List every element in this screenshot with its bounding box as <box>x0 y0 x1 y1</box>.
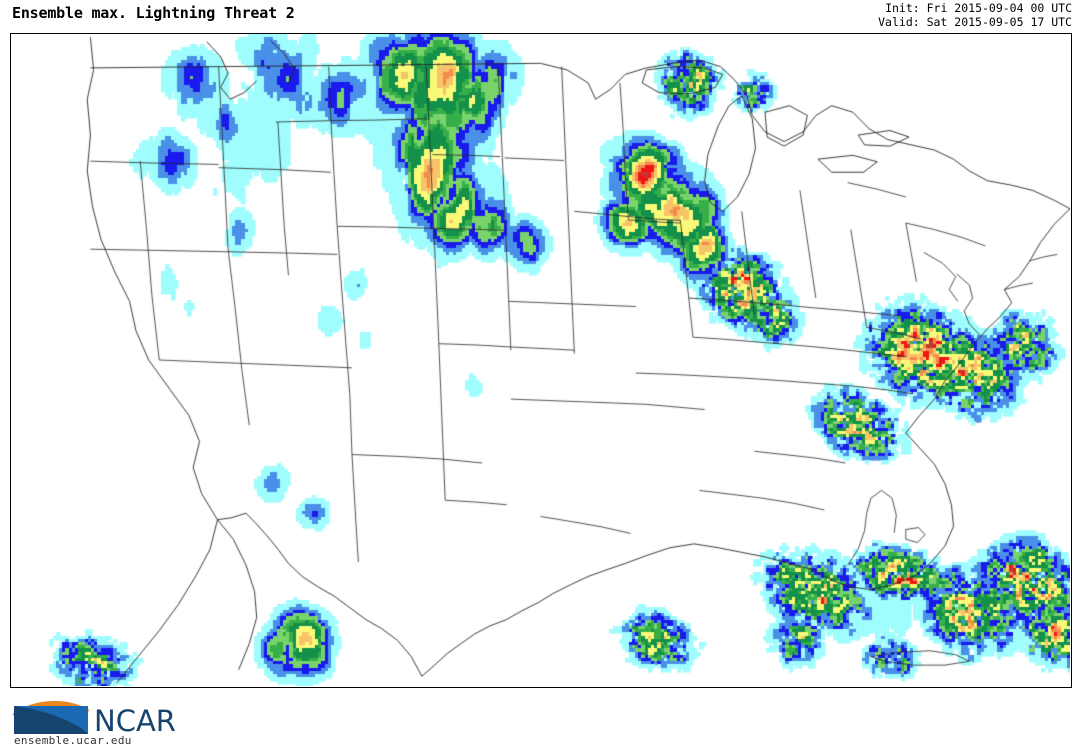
logo-wordmark: NCAR <box>94 704 176 738</box>
forecast-timestamps: Init: Fri 2015-09-04 00 UTC Valid: Sat 2… <box>878 1 1072 29</box>
map-plot-area <box>10 33 1072 688</box>
init-time-label: Init: Fri 2015-09-04 00 UTC <box>885 1 1072 15</box>
logo-url-label: ensemble.ucar.edu <box>14 734 132 747</box>
lightning-threat-raster <box>11 34 1070 686</box>
page-title: Ensemble max. Lightning Threat 2 <box>12 4 295 22</box>
logo-blue-shade <box>14 706 88 734</box>
ncar-logo: NCAR <box>12 701 176 738</box>
legend-bar: NCAR ensemble.ucar.edu 0.10.51.01.52.02.… <box>0 694 1080 756</box>
valid-time-label: Valid: Sat 2015-09-05 17 UTC <box>878 14 1072 29</box>
header-bar: Ensemble max. Lightning Threat 2 Init: F… <box>0 0 1080 33</box>
